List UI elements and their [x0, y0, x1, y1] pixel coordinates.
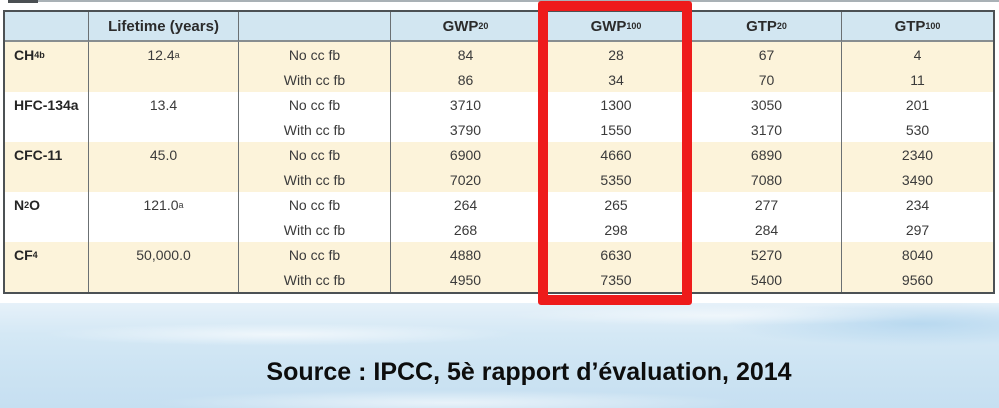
gwp100-value: 1550	[541, 117, 692, 142]
gwp20-value: 3790	[391, 117, 541, 142]
feedback-label: With cc fb	[239, 117, 391, 142]
gwp20-value: 6900	[391, 142, 541, 167]
gwp20-value: 86	[391, 67, 541, 92]
gas-name-empty	[5, 117, 89, 142]
feedback-label: With cc fb	[239, 267, 391, 292]
gwp100-value: 1300	[541, 92, 692, 117]
gtp100-value: 201	[842, 92, 993, 117]
gtp20-value: 3050	[692, 92, 842, 117]
gas-name: CH 4 b	[5, 42, 89, 67]
feedback-label: No cc fb	[239, 92, 391, 117]
gtp20-value: 5400	[692, 267, 842, 292]
gwp100-value: 6630	[541, 242, 692, 267]
lifetime-value: 45.0	[89, 142, 239, 167]
gtp20-value: 284	[692, 217, 842, 242]
lifetime-empty	[89, 117, 239, 142]
lifetime-value: 13.4	[89, 92, 239, 117]
gas-name-empty	[5, 267, 89, 292]
gas-name-empty	[5, 167, 89, 192]
gtp100-value: 11	[842, 67, 993, 92]
gas-name-empty	[5, 67, 89, 92]
gtp20-value: 6890	[692, 142, 842, 167]
gtp20-value: 5270	[692, 242, 842, 267]
gas-name: HFC-134a	[5, 92, 89, 117]
highlight-box-gwp100	[538, 1, 692, 305]
lifetime-empty	[89, 167, 239, 192]
gwp100-value: 4660	[541, 142, 692, 167]
gwp100-value: 5350	[541, 167, 692, 192]
gwp20-value: 268	[391, 217, 541, 242]
gtp20-value: 7080	[692, 167, 842, 192]
lifetime-empty	[89, 217, 239, 242]
gwp20-value: 4880	[391, 242, 541, 267]
gas-name: CF 4	[5, 242, 89, 267]
feedback-label: With cc fb	[239, 217, 391, 242]
feedback-label: With cc fb	[239, 167, 391, 192]
metric-name: GTP	[894, 17, 926, 35]
gwp20-value: 4950	[391, 267, 541, 292]
gwp100-value: 28	[541, 42, 692, 67]
gtp20-value: 277	[692, 192, 842, 217]
gtp20-value: 67	[692, 42, 842, 67]
feedback-label: No cc fb	[239, 192, 391, 217]
cropped-top-edge	[8, 0, 999, 3]
lifetime-empty	[89, 67, 239, 92]
gtp20-value: 3170	[692, 117, 842, 142]
gtp100-value: 530	[842, 117, 993, 142]
metric-name: GTP	[746, 17, 777, 35]
header-gwp100: GWP 100	[541, 12, 692, 42]
gwp100-value: 34	[541, 67, 692, 92]
lifetime-value: 12.4 a	[89, 42, 239, 67]
header-gwp20: GWP 20	[391, 12, 541, 42]
gwp100-value: 7350	[541, 267, 692, 292]
header-feedback	[239, 12, 391, 42]
lifetime-empty	[89, 267, 239, 292]
header-gas	[5, 12, 89, 42]
ghg-metrics-table: Lifetime (years) GWP 20 GWP 100 GTP 20 GTP 1…	[3, 10, 995, 294]
feedback-label: No cc fb	[239, 242, 391, 267]
gtp100-value: 4	[842, 42, 993, 67]
gas-name-empty	[5, 217, 89, 242]
gtp100-value: 234	[842, 192, 993, 217]
gwp20-value: 3710	[391, 92, 541, 117]
gwp20-value: 264	[391, 192, 541, 217]
gas-name: CFC-11	[5, 142, 89, 167]
gwp20-value: 84	[391, 42, 541, 67]
gwp100-value: 265	[541, 192, 692, 217]
feedback-label: No cc fb	[239, 42, 391, 67]
header-gtp20: GTP 20	[692, 12, 842, 42]
metric-name: GWP	[590, 17, 627, 35]
sky-background	[0, 303, 999, 408]
source-citation: Source : IPCC, 5è rapport d’évaluation, …	[266, 358, 792, 386]
gtp100-value: 9560	[842, 267, 993, 292]
feedback-label: With cc fb	[239, 67, 391, 92]
header-lifetime: Lifetime (years)	[89, 12, 239, 42]
gtp100-value: 297	[842, 217, 993, 242]
gtp100-value: 3490	[842, 167, 993, 192]
lifetime-value: 50,000.0	[89, 242, 239, 267]
gwp20-value: 7020	[391, 167, 541, 192]
gtp20-value: 70	[692, 67, 842, 92]
feedback-label: No cc fb	[239, 142, 391, 167]
gtp100-value: 8040	[842, 242, 993, 267]
metric-name: GWP	[442, 17, 479, 35]
lifetime-value: 121.0 a	[89, 192, 239, 217]
header-gtp100: GTP 100	[842, 12, 993, 42]
gtp100-value: 2340	[842, 142, 993, 167]
